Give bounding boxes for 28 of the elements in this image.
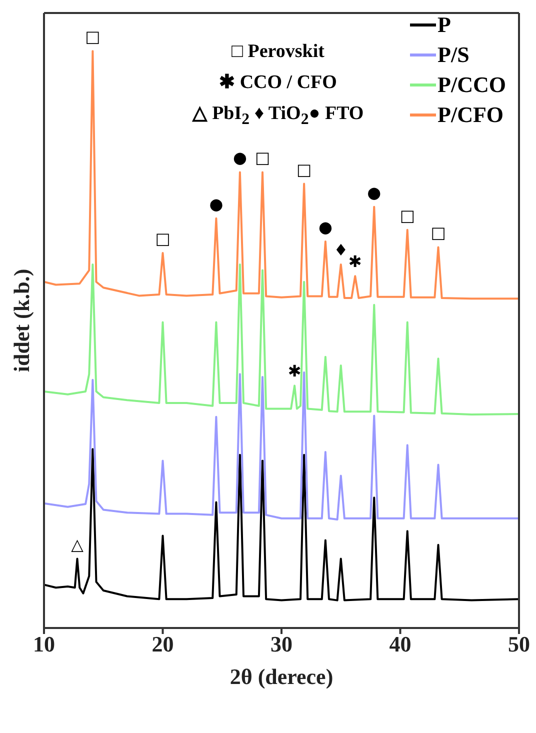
annotation: △ <box>71 534 84 554</box>
annotation: △ PbI$_{2}$ ♦ TiO$_{2}$● FTO <box>191 102 365 130</box>
annotation: ● <box>232 148 247 168</box>
annotation: □ <box>155 229 170 248</box>
legend-label: P/CCO <box>438 71 506 99</box>
x-axis-title: 2θ (derece) <box>230 664 334 689</box>
annotation: ♦ <box>334 240 348 260</box>
annotation: □ <box>254 148 270 168</box>
annotation: ● <box>209 194 224 214</box>
x-tick-label: 40 <box>389 632 412 657</box>
legend-label: P/S <box>438 41 470 69</box>
annotation: ✱ <box>288 362 302 381</box>
legend-label: P <box>438 11 451 39</box>
x-tick-label: 20 <box>152 632 174 657</box>
x-tick-label: 10 <box>33 632 55 657</box>
annotation: ● <box>318 217 332 236</box>
annotation: □ Perovskit <box>230 40 326 64</box>
annotation: □ <box>85 27 100 46</box>
legend-label: P/CFO <box>438 101 504 129</box>
y-axis-title: iddet (k.b.) <box>8 268 34 372</box>
annotation: ✱ CCO / CFO <box>218 71 338 95</box>
annotation: □ <box>296 160 312 179</box>
annotation: ✱ <box>348 252 362 272</box>
annotation: □ <box>430 223 446 242</box>
annotation: ● <box>367 182 382 202</box>
x-tick-label: 50 <box>508 632 530 657</box>
x-tick-label: 30 <box>270 632 292 657</box>
annotation: □ <box>400 206 415 225</box>
